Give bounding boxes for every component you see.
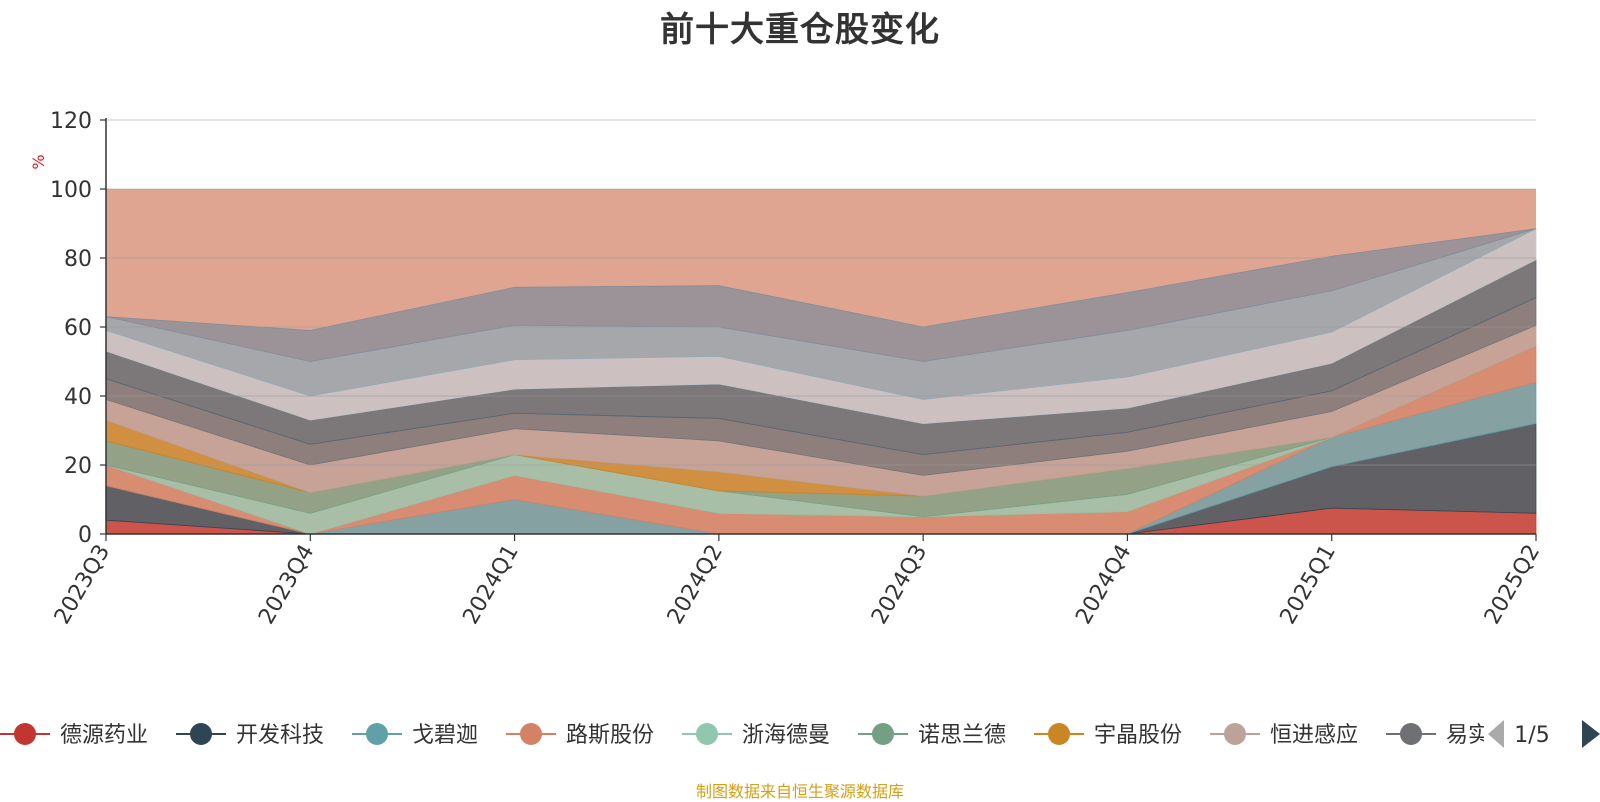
y-tick-label-0: 0	[78, 523, 92, 548]
legend-marker	[1224, 723, 1246, 745]
x-tick-label-2024Q1: 2024Q1	[458, 541, 523, 629]
legend-marker	[14, 723, 36, 745]
legend-item-4[interactable]: 浙海德曼	[682, 723, 830, 748]
legend-marker	[520, 723, 542, 745]
x-tick-label-2024Q3: 2024Q3	[867, 541, 932, 629]
chart-title: 前十大重仓股变化	[660, 10, 940, 50]
x-tick-label-2025Q2: 2025Q2	[1480, 541, 1545, 629]
legend-marker	[366, 723, 388, 745]
source-note: 制图数据来自恒生聚源数据库	[695, 782, 904, 801]
pager-text: 1/5	[1514, 723, 1549, 748]
pager-prev-icon[interactable]	[1488, 720, 1504, 748]
legend-label: 浙海德曼	[742, 723, 830, 748]
legend-marker	[190, 723, 212, 745]
plot-area	[105, 189, 1537, 535]
legend-marker	[1048, 723, 1070, 745]
x-tick-label-2023Q4: 2023Q4	[254, 541, 319, 629]
legend-label: 恒进感应	[1270, 723, 1358, 748]
legend-item-2[interactable]: 戈碧迦	[352, 723, 478, 748]
legend-label: 路斯股份	[566, 723, 654, 748]
legend-label: 易实精密	[1446, 723, 1534, 748]
y-tick-label-60: 60	[64, 316, 92, 341]
legend-label: 德源药业	[60, 723, 148, 748]
legend-marker	[1400, 723, 1422, 745]
legend-item-6[interactable]: 宇晶股份	[1034, 723, 1182, 748]
legend-item-5[interactable]: 诺思兰德	[858, 723, 1006, 748]
legend-marker	[872, 723, 894, 745]
y-tick-label-120: 120	[50, 109, 92, 134]
legend-label: 开发科技	[236, 723, 324, 748]
y-tick-label-20: 20	[64, 454, 92, 479]
legend-item-7[interactable]: 恒进感应	[1210, 723, 1358, 748]
legend-item-3[interactable]: 路斯股份	[506, 723, 654, 748]
legend-label: 宇晶股份	[1094, 723, 1182, 748]
y-tick-label-40: 40	[64, 385, 92, 410]
y-axis-unit: %	[29, 154, 48, 169]
legend-label: 诺思兰德	[918, 723, 1006, 748]
legend-label: 戈碧迦	[412, 723, 478, 748]
y-tick-label-100: 100	[50, 178, 92, 203]
x-tick-label-2024Q4: 2024Q4	[1071, 541, 1136, 629]
x-tick-label-2023Q3: 2023Q3	[50, 541, 115, 629]
x-tick-label-2025Q1: 2025Q1	[1276, 541, 1341, 629]
legend-item-1[interactable]: 开发科技	[176, 723, 324, 748]
legend-item-0[interactable]: 德源药业	[0, 723, 148, 748]
x-tick-label-2024Q2: 2024Q2	[663, 541, 728, 629]
legend[interactable]: 德源药业 开发科技 戈碧迦 路斯股份 浙海德曼 诺思兰德 宇晶股份 恒进感应 易实精密1/5	[0, 720, 1600, 748]
legend-item-8[interactable]: 易实精密	[1386, 723, 1534, 748]
y-tick-label-80: 80	[64, 247, 92, 272]
legend-marker	[696, 723, 718, 745]
series-area-12[interactable]	[105, 228, 1537, 362]
pager-next-icon[interactable]	[1582, 720, 1600, 748]
